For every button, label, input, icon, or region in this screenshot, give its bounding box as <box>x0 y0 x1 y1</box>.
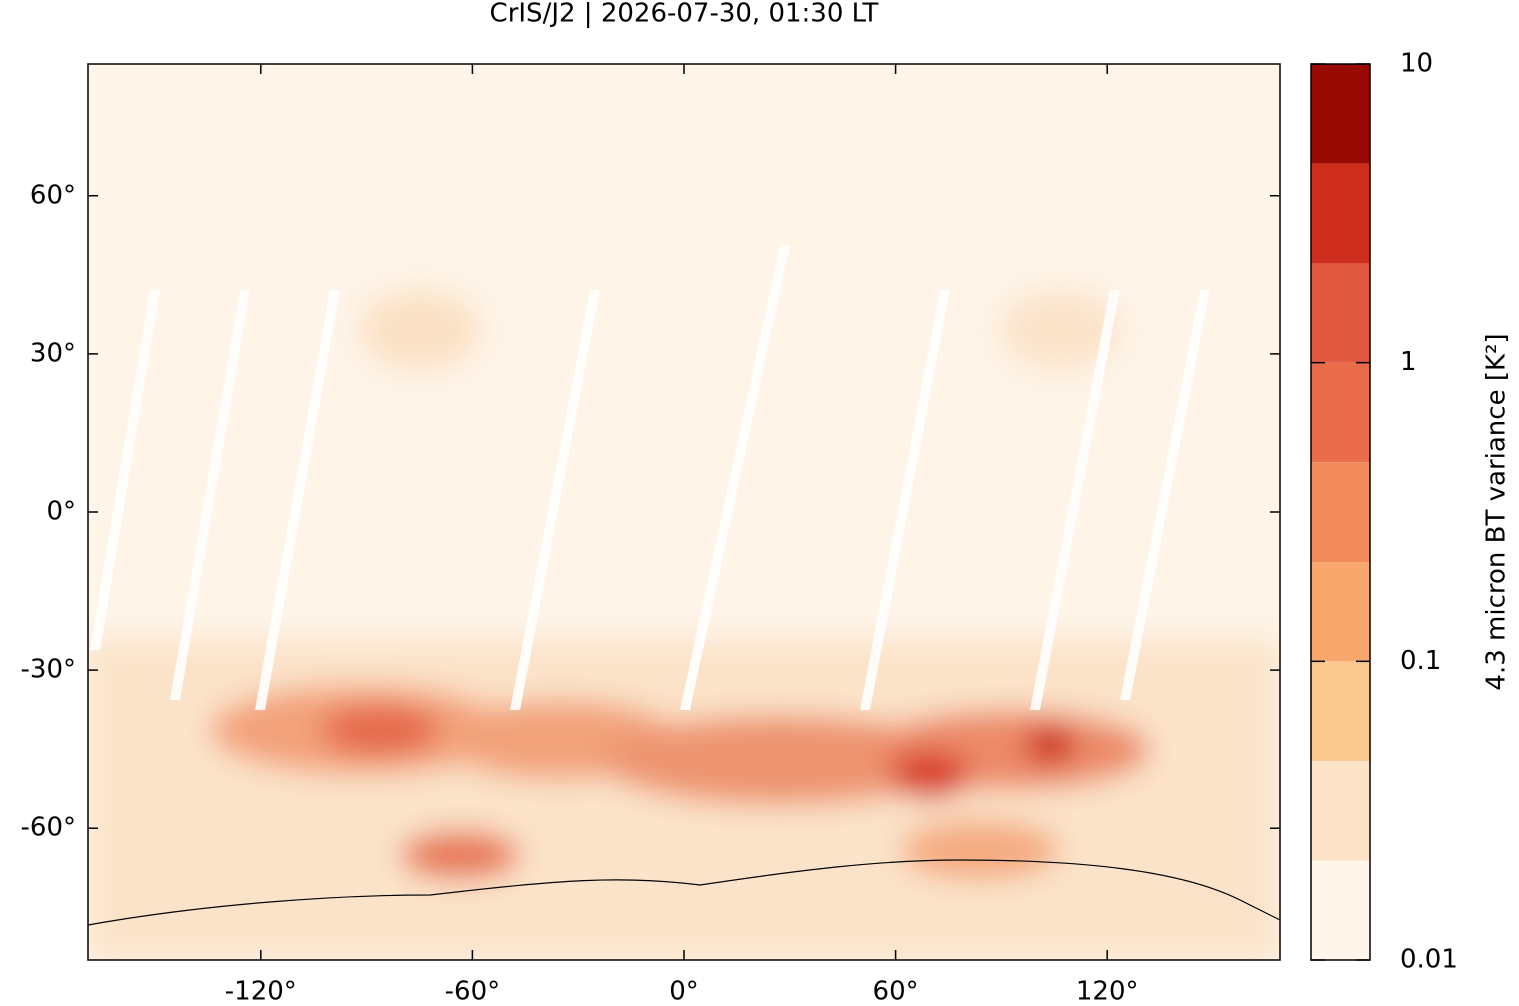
swath-gaps <box>90 245 1210 710</box>
x-tick-label: 120° <box>1076 977 1139 1003</box>
colorbar-band <box>1311 362 1370 463</box>
colorbar-band <box>1311 562 1370 662</box>
chart-title: CrIS/J2 | 2026-07-30, 01:30 LT <box>490 0 879 29</box>
colorbar-tick-label: 1 <box>1400 347 1417 377</box>
colorbar-band <box>1311 760 1370 861</box>
colorbar-band <box>1311 860 1370 960</box>
colorbar-tick-label: 0.01 <box>1400 945 1458 975</box>
colorbar-band <box>1311 163 1370 264</box>
colorbar-band <box>1311 661 1370 761</box>
colorbar-tick-label: 0.1 <box>1400 646 1441 676</box>
y-tick-label: -60° <box>21 813 76 843</box>
y-tick-label: -30° <box>21 655 76 685</box>
colorbar-frame <box>1310 63 1371 961</box>
x-tick-label: -120° <box>225 977 297 1003</box>
y-tick-label: 0° <box>46 497 76 527</box>
colorbar <box>1311 64 1370 960</box>
x-tick-label: 60° <box>873 977 919 1003</box>
y-tick-label: 60° <box>30 180 76 210</box>
y-tick-label: 30° <box>30 338 76 368</box>
colorbar-band <box>1311 263 1370 363</box>
colorbar-band <box>1311 64 1370 164</box>
coastline <box>88 859 1280 926</box>
colorbar-tick-label: 10 <box>1400 49 1433 79</box>
colorbar-band <box>1311 462 1370 563</box>
colorbar-label: 4.3 micron BT variance [K²] <box>1482 333 1512 690</box>
x-tick-label: -60° <box>445 977 500 1003</box>
x-tick-label: 0° <box>669 977 699 1003</box>
map-field <box>88 64 1280 960</box>
